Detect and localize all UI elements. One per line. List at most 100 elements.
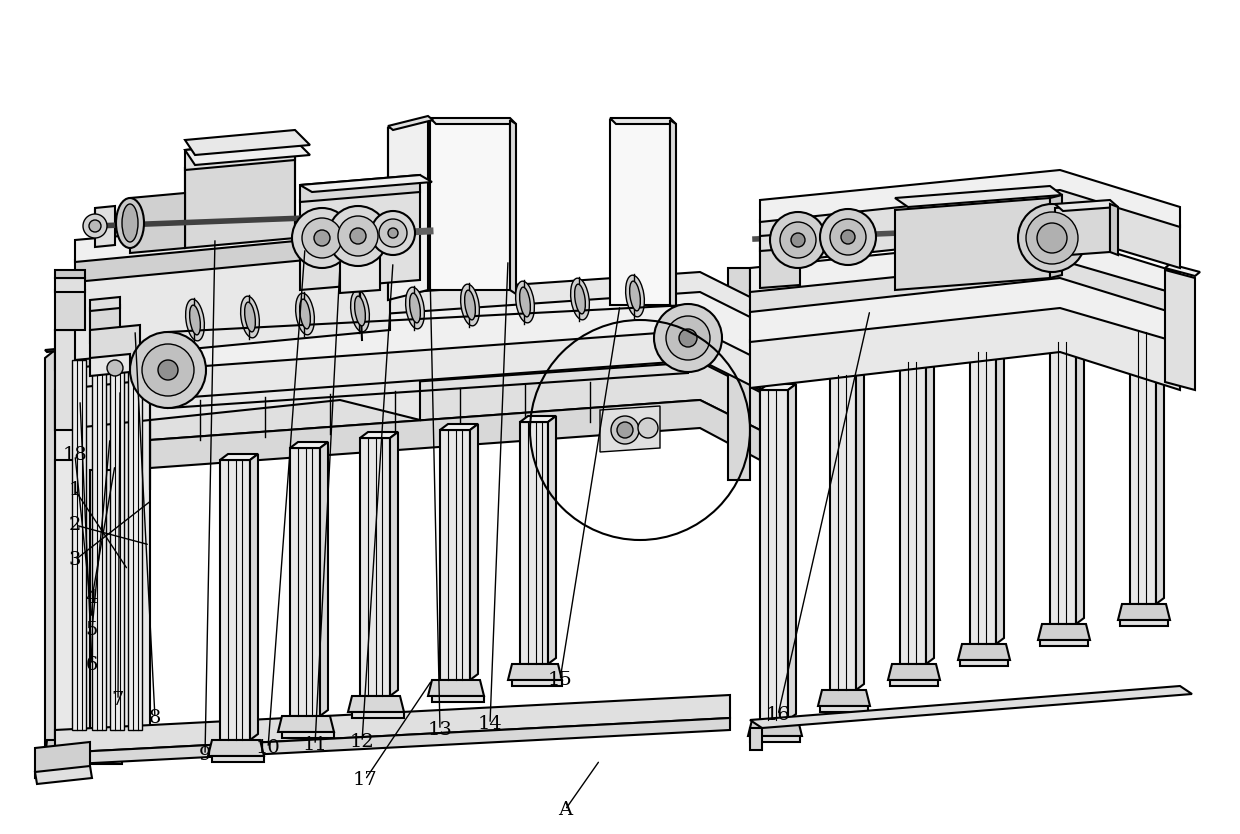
Polygon shape [760,390,787,720]
Polygon shape [750,258,1180,315]
Polygon shape [1076,336,1084,624]
Ellipse shape [241,296,259,338]
Ellipse shape [295,294,315,334]
Polygon shape [888,664,940,680]
Circle shape [379,219,407,247]
Polygon shape [760,233,800,251]
Polygon shape [55,695,730,753]
Polygon shape [900,362,926,664]
Polygon shape [150,290,760,370]
Polygon shape [185,140,310,165]
Polygon shape [45,740,87,758]
Polygon shape [360,438,391,696]
Text: 18: 18 [63,446,87,464]
Polygon shape [750,736,800,742]
Polygon shape [55,278,86,292]
Text: 15: 15 [548,671,573,689]
Text: 13: 13 [428,721,453,739]
Polygon shape [960,660,1008,666]
Polygon shape [760,384,796,390]
Polygon shape [55,322,340,430]
Polygon shape [185,130,310,155]
Polygon shape [300,175,420,202]
Circle shape [820,209,875,265]
Polygon shape [92,360,105,730]
Circle shape [83,214,107,238]
Circle shape [639,418,658,438]
Polygon shape [996,346,1004,644]
Polygon shape [1110,204,1118,255]
Polygon shape [388,118,428,300]
Text: 12: 12 [350,733,374,751]
Polygon shape [290,442,329,448]
Ellipse shape [520,287,531,317]
Polygon shape [348,696,404,712]
Polygon shape [91,325,140,365]
Polygon shape [391,432,398,696]
Polygon shape [895,186,1061,207]
Polygon shape [1050,342,1076,624]
Circle shape [314,230,330,246]
Text: 1: 1 [68,481,81,499]
Ellipse shape [186,299,205,341]
Polygon shape [45,350,55,758]
Ellipse shape [626,275,645,317]
Polygon shape [81,740,122,758]
Circle shape [130,332,206,408]
Circle shape [107,360,123,376]
Polygon shape [55,718,730,765]
Circle shape [157,360,179,380]
Polygon shape [748,720,802,736]
Polygon shape [300,175,432,192]
Ellipse shape [244,302,255,332]
Polygon shape [74,230,391,282]
Polygon shape [91,470,112,740]
Polygon shape [512,680,562,686]
Circle shape [618,422,632,438]
Circle shape [143,344,193,396]
Polygon shape [185,158,295,248]
Circle shape [666,316,711,360]
Polygon shape [74,212,391,262]
Polygon shape [360,432,398,438]
Polygon shape [1118,604,1171,620]
Polygon shape [150,400,760,468]
Polygon shape [548,416,556,664]
Ellipse shape [1018,204,1086,272]
Polygon shape [750,276,1180,343]
Text: 16: 16 [765,706,790,724]
Polygon shape [818,690,870,706]
Polygon shape [1050,336,1084,342]
Polygon shape [970,346,1004,352]
Polygon shape [55,330,81,430]
Polygon shape [208,740,264,756]
Polygon shape [787,384,796,720]
Polygon shape [250,454,258,740]
Ellipse shape [465,290,475,320]
Polygon shape [55,340,150,750]
Polygon shape [432,696,484,702]
Circle shape [780,222,816,258]
Polygon shape [890,680,937,686]
Text: 2: 2 [68,516,81,534]
Polygon shape [926,356,934,664]
Polygon shape [520,422,548,664]
Polygon shape [340,257,379,293]
Polygon shape [55,270,86,278]
Circle shape [350,228,366,244]
Circle shape [830,219,866,255]
Ellipse shape [516,281,534,323]
Circle shape [371,211,415,255]
Circle shape [611,416,639,444]
Polygon shape [128,310,150,370]
Polygon shape [35,766,92,784]
Polygon shape [895,198,1050,290]
Polygon shape [750,305,1180,390]
Polygon shape [430,120,510,290]
Polygon shape [91,354,130,376]
Polygon shape [830,375,856,690]
Text: 8: 8 [149,709,161,727]
Polygon shape [670,120,676,309]
Circle shape [770,212,826,268]
Polygon shape [130,193,185,253]
